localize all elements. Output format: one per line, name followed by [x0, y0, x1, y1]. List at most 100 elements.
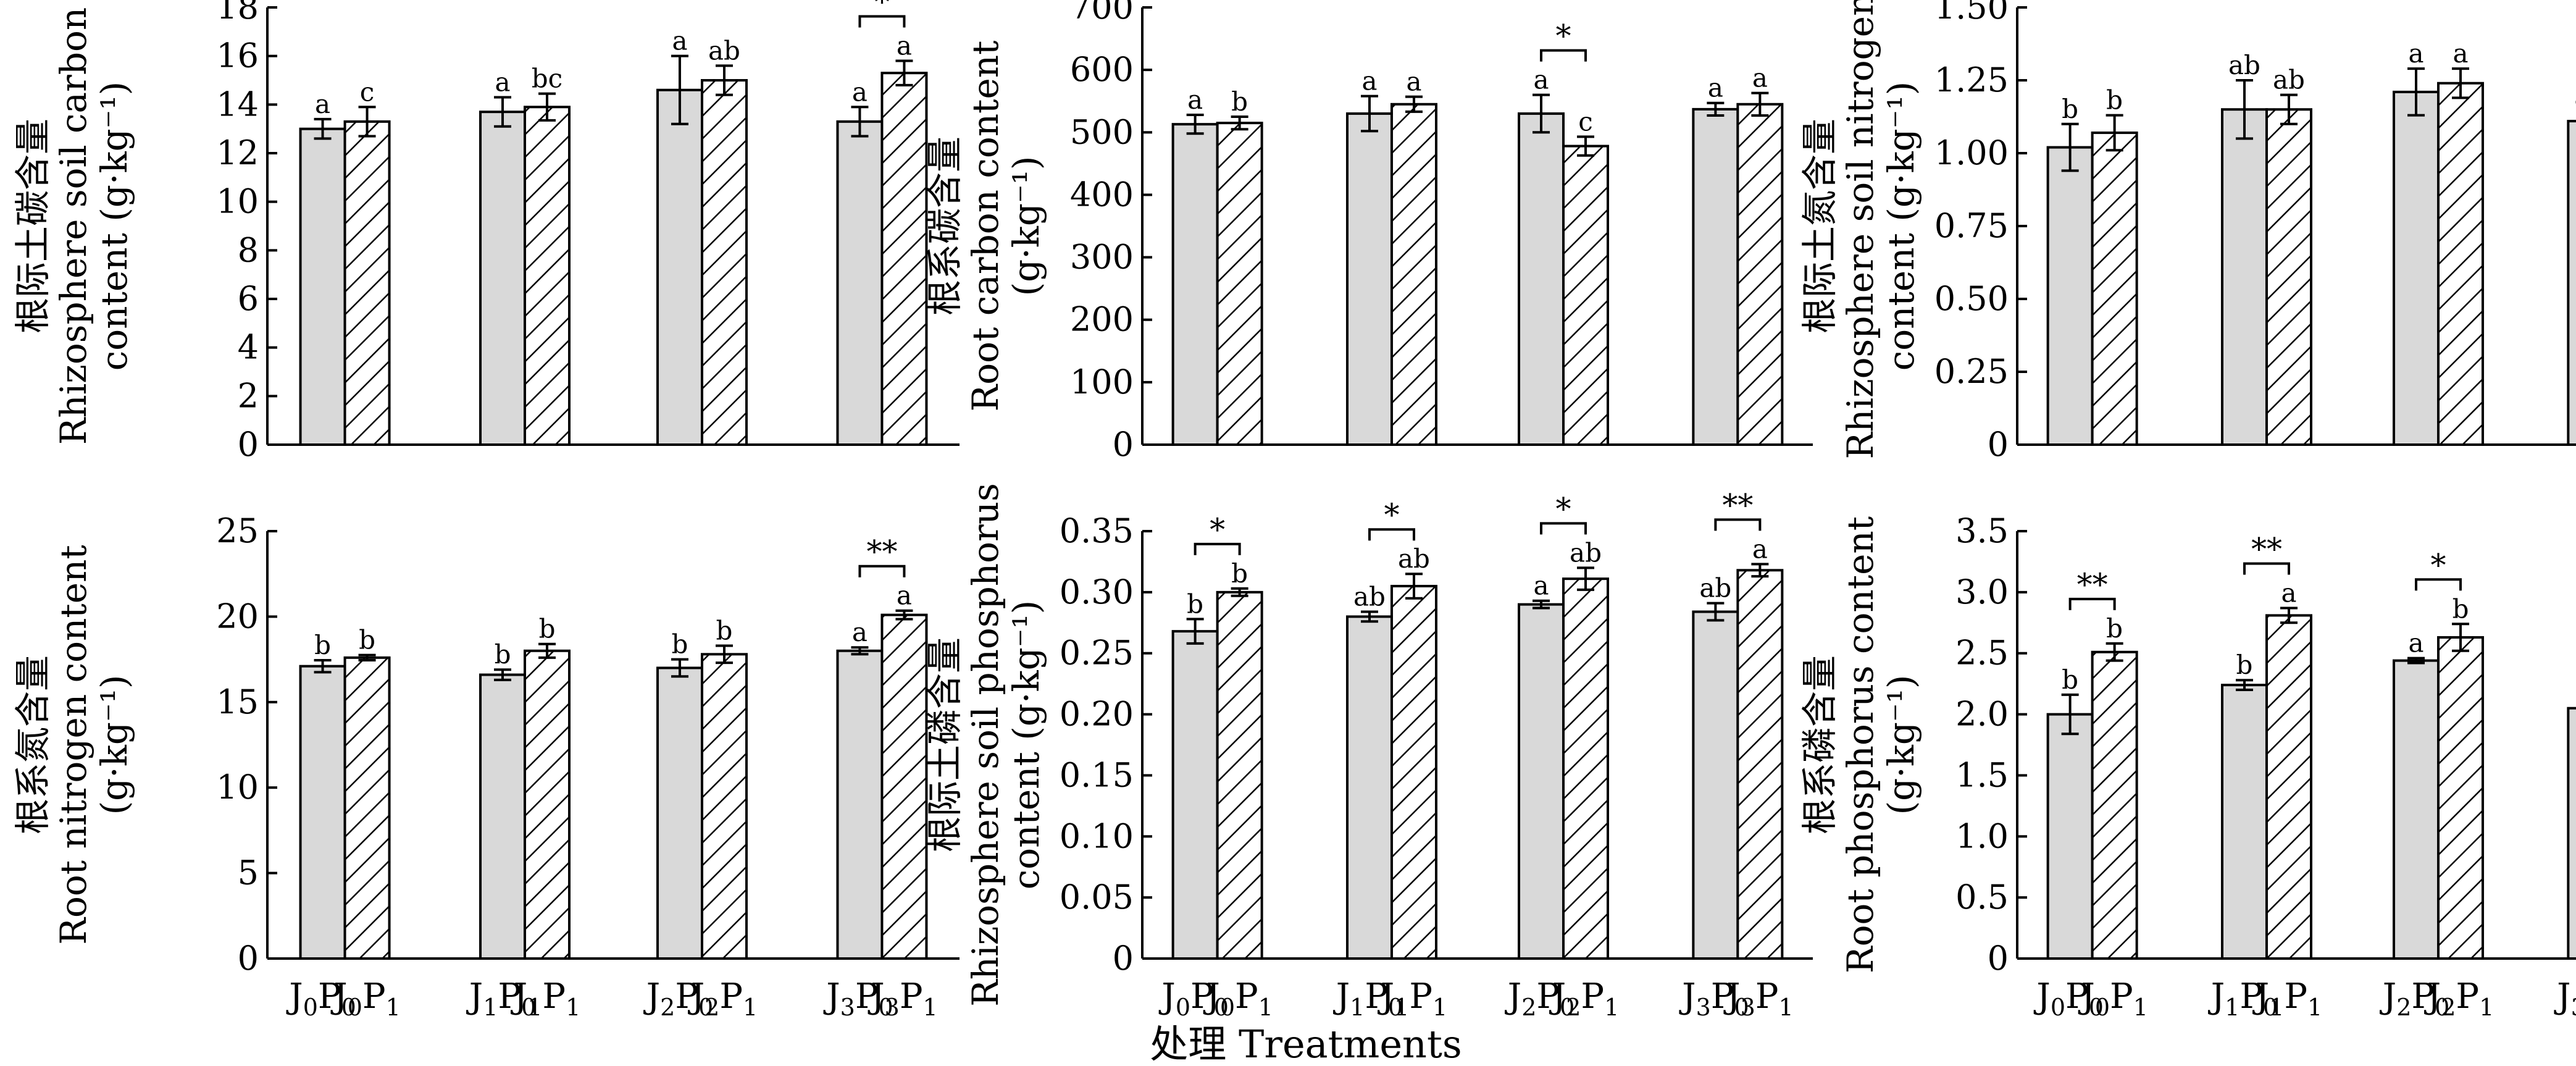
- y-axis-label-line: content (g·kg⁻¹): [1880, 82, 1922, 371]
- y-tick-label: 0: [1113, 939, 1134, 978]
- y-tick-label: 10: [216, 768, 259, 807]
- bar-p1: [343, 120, 391, 447]
- bar-p0: [1518, 112, 1565, 446]
- y-tick-label: 300: [1070, 238, 1134, 277]
- bar-p0: [1171, 630, 1219, 960]
- significance-letter: a: [2453, 38, 2468, 69]
- x-tick-label: J1P0: [2208, 976, 2278, 1021]
- y-tick-label: 1.50: [1934, 0, 2009, 27]
- significance-star: *: [2431, 547, 2446, 583]
- chart-panel-3: 0 0.25 0.50 0.75 1.00 1.25 1.50 根际土氮含量Rhizosphe…: [1799, 0, 2576, 464]
- y-tick-label: 20: [216, 597, 259, 636]
- y-tick-label: 0: [1988, 425, 2009, 464]
- significance-star: *: [1556, 491, 1571, 527]
- y-axis-label-line: Rhizosphere soil phosphorus: [964, 483, 1006, 1007]
- significance-letter: a: [2408, 628, 2423, 658]
- y-tick-label: 6: [238, 279, 259, 318]
- significance-letter: a: [1533, 571, 1549, 601]
- y-tick-label: 500: [1070, 112, 1134, 151]
- significance-letter: ab: [1353, 581, 1386, 611]
- y-tick-label: 0.35: [1060, 511, 1134, 550]
- significance-bracket: [858, 15, 906, 28]
- x-tick-label: J3P0: [1679, 976, 1749, 1021]
- y-tick-label: 5: [238, 854, 259, 892]
- chart-panel-5: 0 0.05 0.10 0.15 0.20 0.25 0.30 0.35 根际土磷含量Rhizo…: [924, 483, 1813, 1021]
- significance-star: **: [2077, 567, 2108, 603]
- bar-p0: [299, 127, 346, 447]
- y-tick-label: 3.5: [1955, 511, 2009, 550]
- y-tick-label: 400: [1070, 175, 1134, 214]
- bar-p1: [1562, 145, 1610, 446]
- y-axis-label-line: Rhizosphere soil carbon: [52, 7, 94, 445]
- significance-star: **: [866, 534, 897, 570]
- y-tick-label: 0: [1113, 425, 1134, 464]
- significance-letter: ab: [1398, 543, 1430, 574]
- y-tick-label: 14: [216, 85, 259, 124]
- significance-letter: bc: [532, 64, 562, 94]
- significance-star: **: [1722, 487, 1753, 523]
- significance-bracket: [1368, 528, 1415, 541]
- y-tick-label: 8: [238, 230, 259, 269]
- significance-letter: b: [2062, 665, 2078, 695]
- x-tick-label: J3P1: [1723, 976, 1794, 1021]
- bar-p1: [880, 72, 928, 446]
- bar-p0: [2220, 108, 2268, 446]
- significance-letter: b: [1231, 558, 1248, 589]
- significance-letter: a: [672, 26, 687, 56]
- bar-p1: [700, 653, 748, 960]
- significance-letter: a: [1752, 534, 1768, 564]
- y-axis-label-line: (g·kg⁻¹): [1880, 675, 1922, 815]
- y-tick-label: 0.05: [1060, 878, 1134, 917]
- x-tick-label: J1P0: [1333, 976, 1403, 1021]
- significance-letter: c: [1578, 106, 1593, 136]
- bar-p0: [2393, 659, 2440, 960]
- x-tick-label: J1P1: [1378, 976, 1448, 1021]
- bar-p1: [2091, 650, 2138, 960]
- significance-letter: b: [2106, 613, 2123, 644]
- y-tick-label: 2.5: [1955, 634, 2009, 673]
- x-tick-label: J2P0: [2380, 976, 2450, 1021]
- significance-letter: b: [2453, 594, 2469, 624]
- y-tick-label: 2.0: [1955, 695, 2009, 734]
- x-tick-label: J3P0: [823, 976, 893, 1021]
- significance-letter: a: [2408, 38, 2423, 69]
- y-axis-label-line: 根际土碳含量: [12, 119, 54, 334]
- x-tick-label: J1P1: [2252, 976, 2323, 1021]
- y-tick-label: 1.00: [1934, 133, 2009, 172]
- bar-p0: [1171, 123, 1219, 446]
- bar-p0: [2393, 90, 2440, 446]
- significance-letter: a: [1752, 63, 1768, 93]
- y-tick-label: 16: [216, 36, 259, 75]
- y-tick-label: 0: [238, 939, 259, 978]
- significance-letter: b: [2062, 94, 2078, 124]
- y-axis-label-line: Root carbon content: [964, 41, 1006, 412]
- significance-letter: a: [315, 89, 330, 119]
- x-tick-label: J3P1: [868, 976, 938, 1021]
- y-tick-label: 10: [216, 182, 259, 221]
- bar-p0: [2567, 707, 2576, 960]
- bar-p1: [524, 649, 571, 960]
- bar-p0: [1692, 107, 1739, 446]
- significance-letter: ab: [708, 35, 740, 65]
- significance-letter: a: [1708, 73, 1723, 103]
- x-tick-label: J0P0: [1158, 976, 1229, 1021]
- x-tick-label: J2P1: [1549, 976, 1620, 1021]
- significance-letter: a: [897, 581, 912, 611]
- bar-p1: [2265, 614, 2312, 960]
- bar-p1: [2437, 636, 2485, 960]
- y-axis-label-line: content (g·kg⁻¹): [93, 82, 135, 371]
- significance-letter: a: [852, 617, 868, 647]
- significance-bracket: [1194, 542, 1241, 555]
- x-tick-label: J2P0: [1505, 976, 1575, 1021]
- significance-letter: a: [1406, 67, 1421, 97]
- y-tick-label: 700: [1070, 0, 1134, 27]
- significance-bracket: [858, 564, 906, 577]
- significance-bracket: [2243, 562, 2290, 575]
- x-axis-title: 处理 Treatments: [1150, 1022, 1462, 1066]
- y-tick-label: 25: [216, 511, 259, 550]
- x-tick-label: J0P0: [2033, 976, 2104, 1021]
- bar-p0: [299, 665, 346, 960]
